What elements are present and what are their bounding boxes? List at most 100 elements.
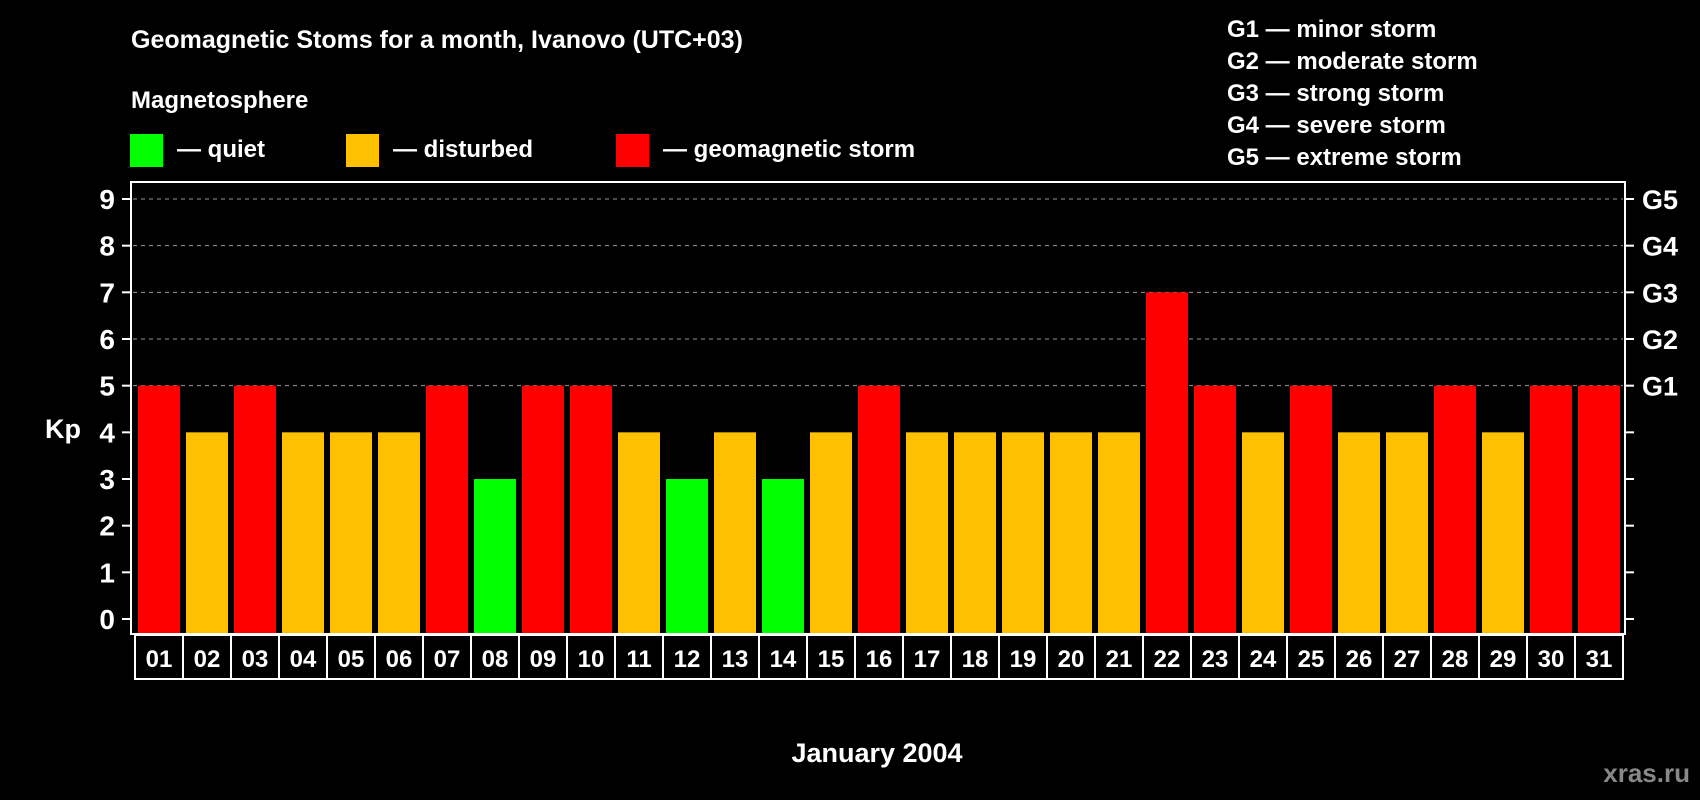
- legend-label: — quiet: [177, 136, 265, 163]
- x-tick-label: 05: [338, 646, 365, 673]
- legend: — quiet — disturbed — geomagnetic storm: [130, 134, 915, 167]
- bar-10: [570, 385, 612, 633]
- y-tick-label: 9: [99, 184, 115, 215]
- bar-09: [522, 385, 564, 633]
- bar-21: [1098, 432, 1140, 633]
- legend-label: — disturbed: [393, 136, 533, 163]
- x-tick-label: 26: [1346, 646, 1373, 673]
- bar-24: [1242, 432, 1284, 633]
- bar-02: [186, 432, 228, 633]
- x-tick-label: 09: [530, 646, 557, 673]
- right-tick-label: G1: [1642, 372, 1678, 402]
- x-tick-label: 03: [242, 646, 269, 673]
- bar-12: [666, 479, 708, 633]
- bar-16: [858, 385, 900, 633]
- x-tick-label: 25: [1298, 646, 1325, 673]
- bar-31: [1578, 385, 1620, 633]
- y-axis-label: Kp: [45, 414, 81, 444]
- x-tick-label: 12: [674, 646, 701, 673]
- y-tick-label: 0: [99, 604, 115, 635]
- x-tick-label: 07: [434, 646, 461, 673]
- legend-label: — geomagnetic storm: [663, 136, 915, 163]
- bar-20: [1050, 432, 1092, 633]
- bar-03: [234, 385, 276, 633]
- legend-swatch: [616, 134, 649, 167]
- y-tick-label: 2: [99, 511, 115, 542]
- bar-26: [1338, 432, 1380, 633]
- x-tick-label: 16: [866, 646, 893, 673]
- legend-swatch: [130, 134, 163, 167]
- x-tick-label: 17: [914, 646, 941, 673]
- bar-07: [426, 385, 468, 633]
- y-tick-label: 1: [99, 557, 115, 588]
- bar-19: [1002, 432, 1044, 633]
- x-tick-label: 30: [1538, 646, 1565, 673]
- bar-23: [1194, 385, 1236, 633]
- bars: [138, 292, 1620, 633]
- bar-08: [474, 479, 516, 633]
- storm-scale-legend: G1 — minor storm G2 — moderate storm G3 — …: [1227, 16, 1478, 171]
- x-tick-label: 31: [1586, 646, 1613, 673]
- x-tick-label: 29: [1490, 646, 1517, 673]
- x-tick-label: 20: [1058, 646, 1085, 673]
- bar-05: [330, 432, 372, 633]
- watermark: xras.ru: [1603, 758, 1690, 788]
- storm-scale-item: G2 — moderate storm: [1227, 48, 1478, 75]
- x-tick-label: 13: [722, 646, 749, 673]
- bar-14: [762, 479, 804, 633]
- bar-11: [618, 432, 660, 633]
- storm-scale-item: G3 — strong storm: [1227, 80, 1444, 107]
- x-tick-label: 14: [770, 646, 797, 673]
- bar-28: [1434, 385, 1476, 633]
- x-tick-label: 11: [626, 646, 651, 673]
- x-tick-label: 27: [1394, 646, 1421, 673]
- bar-06: [378, 432, 420, 633]
- x-tick-label: 06: [386, 646, 413, 673]
- x-tick-label: 21: [1106, 646, 1133, 673]
- bar-04: [282, 432, 324, 633]
- right-tick-label: G2: [1642, 325, 1678, 355]
- bar-30: [1530, 385, 1572, 633]
- bar-01: [138, 385, 180, 633]
- bar-22: [1146, 292, 1188, 633]
- x-tick-label: 28: [1442, 646, 1469, 673]
- storm-scale-item: G5 — extreme storm: [1227, 144, 1462, 171]
- x-tick-label: 08: [482, 646, 509, 673]
- axes: 0 1 2 3 4 5 6 7 8 9 G1 G2 G3 G4 G5: [99, 184, 1678, 635]
- bar-25: [1290, 385, 1332, 633]
- y-tick-label: 4: [99, 417, 115, 448]
- x-categories: 01 02 03 04 05 06 07 08 09 10 11 12 13 14 15 16 17 18 19 20…: [134, 634, 1624, 680]
- bar-15: [810, 432, 852, 633]
- legend-swatch: [346, 134, 379, 167]
- bar-17: [906, 432, 948, 633]
- x-tick-label: 01: [146, 646, 173, 673]
- legend-title: Magnetosphere: [131, 87, 308, 114]
- bar-18: [954, 432, 996, 633]
- y-tick-label: 8: [99, 231, 115, 262]
- right-tick-label: G5: [1642, 185, 1678, 215]
- right-tick-label: G3: [1642, 278, 1678, 308]
- y-tick-label: 6: [99, 324, 115, 355]
- right-tick-label: G4: [1642, 232, 1678, 262]
- x-tick-label: 10: [578, 646, 605, 673]
- y-tick-label: 3: [99, 464, 115, 495]
- x-tick-label: 24: [1250, 646, 1277, 673]
- storm-scale-item: G4 — severe storm: [1227, 112, 1446, 139]
- x-tick-label: 23: [1202, 646, 1229, 673]
- chart-title: Geomagnetic Stoms for a month, Ivanovo (…: [131, 26, 743, 54]
- x-tick-label: 22: [1154, 646, 1181, 673]
- storm-scale-item: G1 — minor storm: [1227, 16, 1436, 43]
- x-tick-label: 18: [962, 646, 989, 673]
- x-axis-label: January 2004: [791, 738, 962, 768]
- bar-29: [1482, 432, 1524, 633]
- bar-13: [714, 432, 756, 633]
- bar-27: [1386, 432, 1428, 633]
- x-tick-label: 19: [1010, 646, 1037, 673]
- x-tick-label: 02: [194, 646, 221, 673]
- x-tick-label: 04: [290, 646, 317, 673]
- x-tick-label: 15: [818, 646, 845, 673]
- y-tick-label: 7: [99, 277, 115, 308]
- x-category-box: [1574, 634, 1624, 680]
- y-tick-label: 5: [99, 371, 115, 402]
